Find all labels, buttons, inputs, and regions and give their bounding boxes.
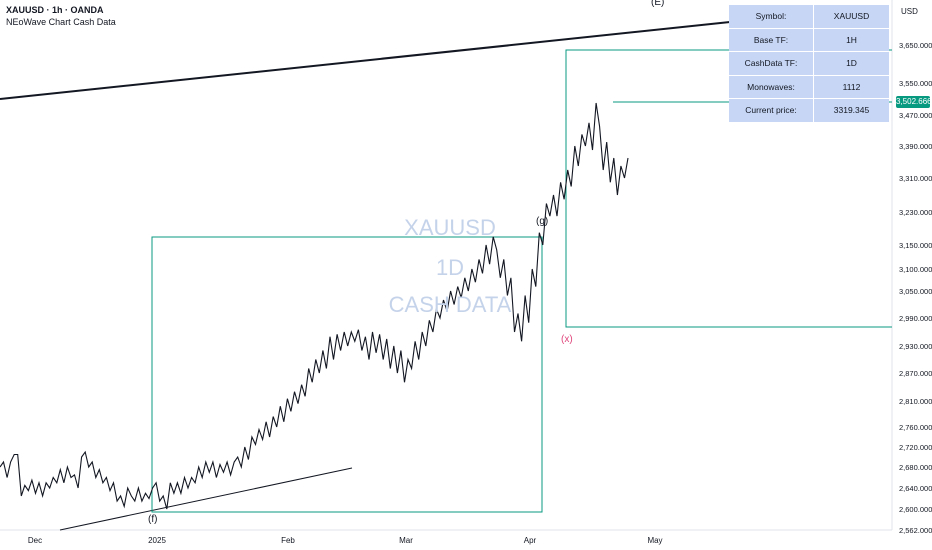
info-key: Base TF: xyxy=(729,28,814,52)
wave-label-f: (f) xyxy=(148,514,158,525)
price-tick-label: 2,640.000 xyxy=(899,484,932,493)
wave-label-g: (g) xyxy=(536,216,549,227)
price-axis-currency[interactable]: USD xyxy=(901,7,918,16)
info-value: 3319.345 xyxy=(814,99,889,123)
price-tick-label: 2,810.000 xyxy=(899,397,932,406)
time-tick-label: Dec xyxy=(28,536,42,545)
wave-label-x: (x) xyxy=(561,334,573,345)
watermark-symbol: XAUUSD xyxy=(404,215,496,240)
price-tick-label: 2,680.000 xyxy=(899,463,932,472)
price-tick-label: 3,310.000 xyxy=(899,174,932,183)
info-key: CashData TF: xyxy=(729,52,814,76)
info-value: 1D xyxy=(814,52,889,76)
time-axis-labels: Dec 2025 Feb Mar Apr May xyxy=(28,536,663,545)
wave-box-fg[interactable] xyxy=(151,236,543,513)
price-axis-labels: 3,650.000 3,550.000 3,470.000 3,390.000 3,31… xyxy=(899,41,932,535)
price-tick-label: 3,150.000 xyxy=(899,241,932,250)
trendline-lower[interactable] xyxy=(59,467,353,531)
price-tick-label: 3,550.000 xyxy=(899,79,932,88)
price-series-group xyxy=(0,102,629,510)
price-tick-label: 2,760.000 xyxy=(899,423,932,432)
info-table: Symbol: XAUUSD Base TF: 1H CashData TF: 1D … xyxy=(729,5,889,123)
price-tick-label: 2,600.000 xyxy=(899,505,932,514)
price-line[interactable] xyxy=(0,102,629,510)
info-value: XAUUSD xyxy=(814,5,889,29)
info-key: Current price: xyxy=(729,99,814,123)
watermark-timeframe: 1D xyxy=(435,255,465,280)
price-tick-label: 2,930.000 xyxy=(899,342,932,351)
price-tick-label: 3,230.000 xyxy=(899,208,932,217)
info-row-current-price: Current price: 3319.345 xyxy=(729,99,889,123)
price-tick-label: 3,650.000 xyxy=(899,41,932,50)
time-tick-label: Mar xyxy=(399,536,413,545)
trendline-upper[interactable] xyxy=(0,21,731,100)
current-price-tag: 3,502.666 xyxy=(896,96,932,108)
info-row-base-tf: Base TF: 1H xyxy=(729,28,889,52)
time-tick-label: 2025 xyxy=(148,536,166,545)
info-value: 1H xyxy=(814,28,889,52)
info-row-monowaves: Monowaves: 1112 xyxy=(729,75,889,99)
info-key: Symbol: xyxy=(729,5,814,29)
price-tick-label: 3,390.000 xyxy=(899,142,932,151)
info-value: 1112 xyxy=(814,75,889,99)
price-tick-label: 2,720.000 xyxy=(899,443,932,452)
price-tick-label: 3,470.000 xyxy=(899,111,932,120)
info-key: Monowaves: xyxy=(729,75,814,99)
symbol-title[interactable]: XAUUSD · 1h · OANDA xyxy=(6,5,104,15)
price-tick-label: 2,870.000 xyxy=(899,369,932,378)
price-tick-label: 3,050.000 xyxy=(899,287,932,296)
info-row-symbol: Symbol: XAUUSD xyxy=(729,5,889,29)
indicator-name[interactable]: NEoWave Chart Cash Data xyxy=(6,17,116,27)
price-tick-label: 2,990.000 xyxy=(899,314,932,323)
price-tick-label: 2,562.000 xyxy=(899,526,932,535)
time-tick-label: Feb xyxy=(281,536,295,545)
wave-label-E: (E) xyxy=(651,0,665,8)
time-tick-label: Apr xyxy=(524,536,537,545)
watermark-caption: CASH DATA xyxy=(388,292,512,317)
info-row-cashdata-tf: CashData TF: 1D xyxy=(729,52,889,76)
time-tick-label: May xyxy=(647,536,662,545)
price-tick-label: 3,100.000 xyxy=(899,265,932,274)
